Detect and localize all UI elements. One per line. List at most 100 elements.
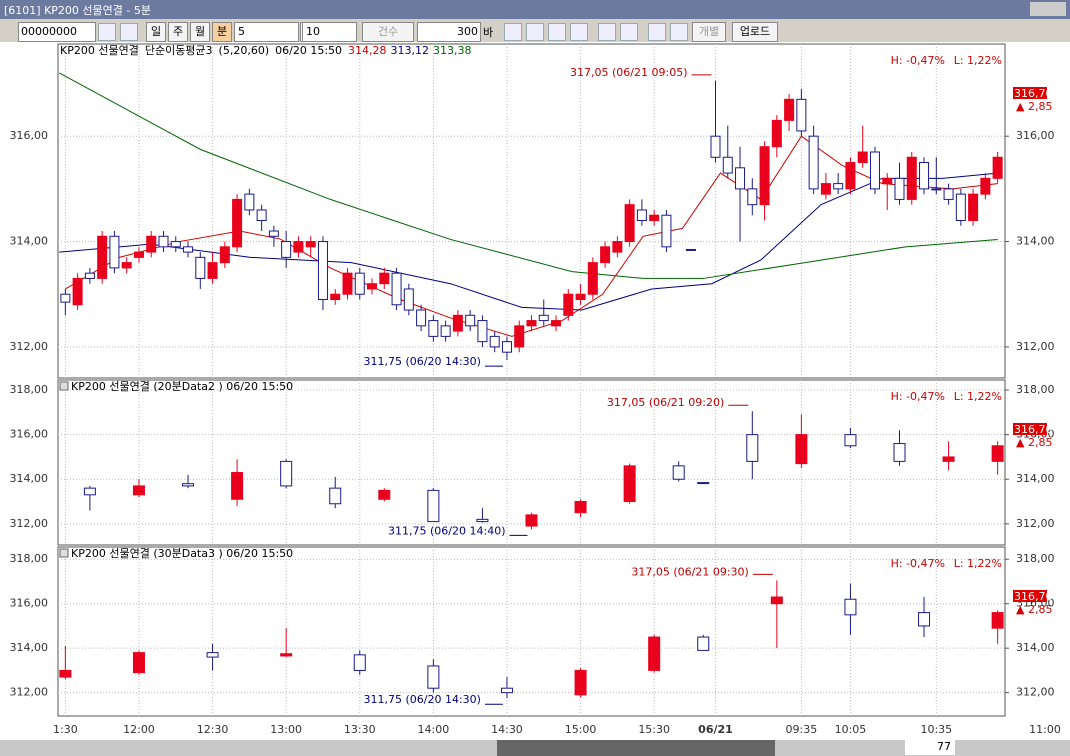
candle-body bbox=[759, 146, 770, 206]
candle-body bbox=[526, 320, 537, 327]
interval-box[interactable]: 5 bbox=[234, 22, 299, 42]
candle-body bbox=[477, 320, 488, 343]
count-unit: 바 bbox=[483, 26, 494, 39]
candle-body bbox=[624, 204, 635, 243]
candle-body bbox=[183, 246, 194, 253]
moving-average bbox=[65, 135, 998, 337]
tool-button[interactable] bbox=[504, 23, 522, 41]
candle-body bbox=[452, 314, 463, 332]
tool-button[interactable] bbox=[548, 23, 566, 41]
candle-body bbox=[697, 482, 710, 485]
legend-text: KP200 선물연결 bbox=[60, 44, 139, 57]
code-box[interactable]: 00000000 bbox=[18, 22, 96, 42]
y-tick-label: 314,00 bbox=[10, 472, 49, 485]
candle-body bbox=[427, 489, 440, 523]
low-label: L: 1,22% bbox=[954, 390, 1002, 403]
y-tick-label: 312,00 bbox=[1016, 517, 1055, 530]
candle-body bbox=[280, 460, 293, 487]
legend-text: (5,20,60) bbox=[219, 44, 270, 57]
candle-body bbox=[612, 241, 623, 253]
tool-button[interactable] bbox=[670, 23, 688, 41]
zoom-box[interactable]: 77 bbox=[905, 740, 955, 755]
period-minute[interactable]: 분 bbox=[212, 22, 232, 42]
x-tick-label: 06/21 bbox=[698, 723, 733, 736]
candle-body bbox=[84, 272, 95, 279]
chart-area: 312,00 312,00 314,00 314,00 316,00 316,00 KP20… bbox=[0, 42, 1070, 740]
candle-body bbox=[992, 156, 1003, 179]
candle-body bbox=[991, 612, 1004, 629]
candle-body bbox=[317, 241, 328, 301]
candle-body bbox=[244, 193, 255, 211]
x-tick-label: 14:00 bbox=[418, 723, 450, 736]
candle-body bbox=[170, 241, 181, 248]
period-month[interactable]: 월 bbox=[190, 22, 210, 42]
candle-body bbox=[132, 652, 145, 674]
individual-button[interactable]: 개별 bbox=[692, 22, 726, 42]
candle-body bbox=[342, 272, 353, 295]
tick-value[interactable]: 10 bbox=[302, 22, 357, 42]
candle-body bbox=[489, 335, 500, 348]
period-day[interactable]: 일 bbox=[146, 22, 166, 42]
candle-body bbox=[268, 230, 279, 237]
legend-entry: 314,28 bbox=[348, 44, 387, 57]
candle-body bbox=[403, 288, 414, 311]
candle-body bbox=[60, 293, 71, 303]
tool-button[interactable] bbox=[120, 23, 138, 41]
period-week[interactable]: 주 bbox=[168, 22, 188, 42]
candle-body bbox=[722, 156, 733, 174]
candle-body bbox=[648, 636, 661, 671]
candle-body bbox=[367, 283, 378, 290]
candle-body bbox=[133, 251, 144, 258]
max-note: 317,05 (06/21 09:30) bbox=[631, 565, 748, 578]
tool-button[interactable] bbox=[648, 23, 666, 41]
candle-body bbox=[784, 98, 795, 121]
candle-body bbox=[182, 483, 195, 487]
search-button[interactable] bbox=[98, 23, 116, 41]
y-tick-label: 312,00 bbox=[10, 686, 49, 699]
candle-body bbox=[72, 277, 83, 306]
count-box[interactable]: 300 bbox=[417, 22, 481, 42]
max-note: 317,05 (06/21 09:05) bbox=[570, 66, 687, 79]
candle-body bbox=[97, 235, 108, 279]
candle-body bbox=[844, 598, 857, 616]
candle-body bbox=[649, 214, 660, 221]
candle-body bbox=[109, 235, 120, 269]
candle-body bbox=[857, 151, 868, 164]
tool-button[interactable] bbox=[526, 23, 544, 41]
candle-body bbox=[931, 188, 942, 191]
candle-body bbox=[476, 518, 489, 523]
candle-body bbox=[195, 256, 206, 279]
candle-body bbox=[710, 135, 721, 158]
min-note: 311,75 (06/20 14:40) bbox=[388, 524, 505, 537]
window-title: [6101] KP200 선물연결 - 5분 bbox=[4, 4, 151, 17]
moving-average bbox=[58, 72, 998, 279]
scroll-overview[interactable] bbox=[497, 740, 775, 756]
candle-body bbox=[623, 465, 636, 503]
candle-body bbox=[833, 183, 844, 190]
tool-button[interactable] bbox=[598, 23, 616, 41]
tool-button[interactable] bbox=[620, 23, 638, 41]
candle-body bbox=[329, 487, 342, 505]
candle-body bbox=[354, 272, 365, 295]
y-tick-label: 316,00 bbox=[10, 428, 49, 441]
y-tick-label: 318,00 bbox=[1016, 552, 1055, 565]
x-tick-label: 14:30 bbox=[491, 723, 523, 736]
window-buttons[interactable] bbox=[1030, 2, 1066, 16]
candle-body bbox=[906, 156, 917, 200]
legend-text: 06/20 15:50 bbox=[275, 44, 342, 57]
min-note: 311,75 (06/20 14:30) bbox=[363, 693, 480, 706]
high-label: H: -0,47% bbox=[891, 54, 945, 67]
candle-body bbox=[844, 434, 857, 447]
candle-body bbox=[746, 434, 759, 462]
count-label[interactable]: 건수 bbox=[362, 22, 414, 42]
candle-body bbox=[770, 596, 783, 605]
tool-button[interactable] bbox=[570, 23, 588, 41]
y-tick-label: 312,00 bbox=[10, 340, 49, 353]
upload-button[interactable]: 업로드 bbox=[732, 22, 778, 42]
candle-body bbox=[918, 612, 931, 627]
y-tick-label: 314,00 bbox=[1016, 235, 1055, 248]
y-tick-label: 318,00 bbox=[10, 383, 49, 396]
candle-body bbox=[379, 272, 390, 285]
candle-body bbox=[514, 325, 525, 348]
candle-body bbox=[636, 209, 647, 221]
